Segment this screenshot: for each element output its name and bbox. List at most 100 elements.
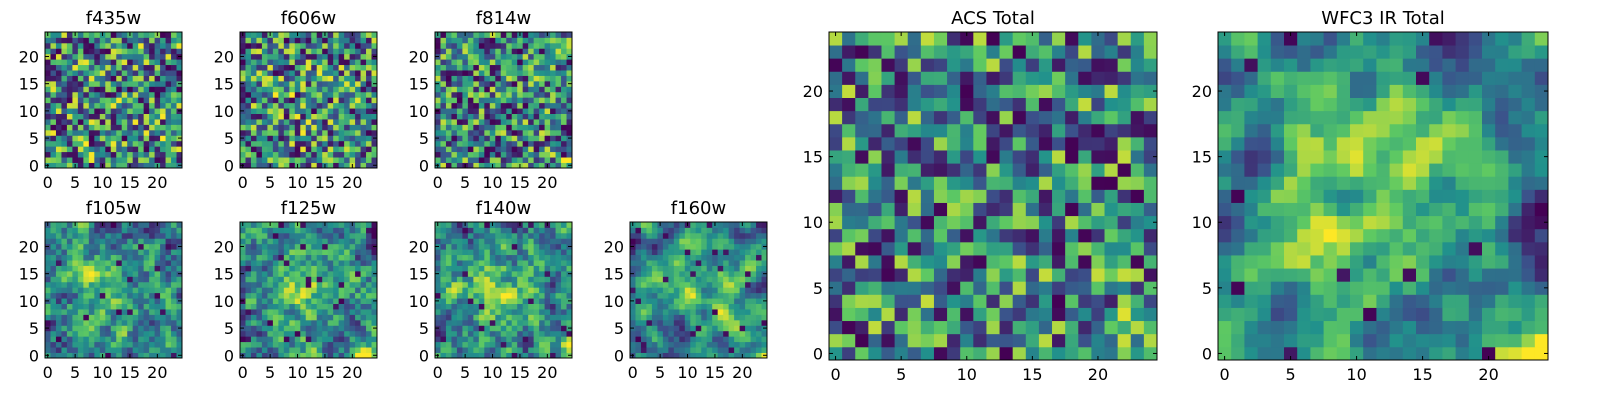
heatmap-cell: [300, 260, 307, 266]
heatmap-cell: [55, 276, 62, 283]
heatmap-cell: [355, 129, 361, 136]
heatmap-cell: [522, 75, 529, 82]
heatmap-cell: [72, 232, 79, 239]
heatmap-cell: [333, 64, 340, 71]
heatmap-cell: [61, 91, 68, 98]
heatmap-cell: [61, 319, 68, 326]
heatmap-cell: [539, 347, 545, 353]
heatmap-cell: [456, 64, 463, 71]
heatmap-cell: [110, 113, 117, 120]
heatmap-cell: [250, 352, 257, 359]
heatmap-cell: [256, 108, 263, 114]
heatmap-cell: [300, 37, 307, 44]
heatmap-cell: [278, 32, 285, 38]
heatmap-cell: [646, 232, 653, 239]
heatmap-cell: [907, 215, 922, 230]
heatmap-cell: [305, 113, 312, 120]
heatmap-cell: [920, 163, 935, 177]
heatmap-cell: [250, 265, 257, 272]
heatmap-cell: [289, 292, 296, 299]
heatmap-cell: [467, 232, 474, 239]
heatmap-cell: [506, 37, 513, 44]
heatmap-cell: [77, 341, 84, 348]
heatmap-cell: [327, 162, 334, 169]
heatmap-cell: [456, 309, 463, 315]
heatmap-cell: [322, 37, 329, 44]
heatmap-cell: [723, 222, 730, 228]
heatmap-cell: [294, 298, 301, 304]
heatmap-cell: [544, 325, 551, 332]
heatmap-cell: [272, 91, 279, 98]
heatmap-cell: [489, 48, 496, 55]
heatmap-cell: [473, 113, 480, 120]
heatmap-cell: [127, 135, 134, 142]
heatmap-cell: [528, 352, 535, 359]
heatmap-cell: [728, 232, 735, 239]
heatmap-cell: [440, 70, 447, 76]
heatmap-cell: [160, 59, 166, 66]
heatmap-cell: [1143, 294, 1158, 308]
heatmap-cell: [66, 281, 73, 288]
heatmap-cell: [701, 227, 708, 234]
heatmap-cell: [435, 86, 441, 93]
heatmap-cell: [61, 157, 68, 163]
heatmap-cell: [756, 222, 762, 228]
heatmap-cell: [462, 249, 469, 256]
heatmap-cell: [289, 238, 296, 245]
heatmap-cell: [451, 281, 458, 288]
heatmap-cell: [61, 59, 68, 66]
heatmap-cell: [495, 59, 502, 66]
heatmap-cell: [467, 270, 474, 277]
heatmap-cell: [690, 227, 697, 234]
heatmap-cell: [289, 37, 296, 44]
heatmap-cell: [72, 86, 79, 93]
heatmap-cell: [289, 341, 296, 348]
heatmap-cell: [338, 146, 345, 153]
heatmap-cell: [88, 287, 95, 294]
heatmap-cell: [355, 303, 361, 310]
heatmap-cell: [149, 140, 155, 147]
heatmap-cell: [440, 287, 447, 294]
heatmap-cell: [83, 232, 90, 239]
heatmap-cell: [533, 151, 540, 158]
heatmap-cell: [349, 330, 356, 337]
heatmap-cell: [717, 260, 724, 266]
heatmap-cell: [440, 157, 447, 163]
heatmap-cell: [533, 80, 540, 87]
heatmap-cell: [171, 238, 177, 245]
heatmap-cell: [528, 243, 535, 250]
heatmap-cell: [668, 287, 675, 294]
heatmap-cell: [66, 238, 73, 245]
heatmap-cell: [651, 309, 658, 315]
heatmap-cell: [355, 119, 361, 125]
heatmap-cell: [750, 281, 757, 288]
heatmap-cell: [267, 330, 274, 337]
heatmap-cell: [522, 336, 529, 343]
heatmap-cell: [349, 42, 356, 49]
heatmap-cell: [750, 352, 757, 359]
heatmap-cell: [132, 265, 139, 272]
heatmap-cell: [116, 254, 123, 261]
heatmap-cell: [121, 140, 128, 147]
heatmap-cell: [539, 48, 545, 55]
heatmap-cell: [121, 157, 128, 163]
heatmap-cell: [272, 292, 279, 299]
heatmap-cell: [495, 91, 502, 98]
heatmap-cell: [881, 202, 895, 217]
heatmap-cell: [311, 48, 318, 55]
heatmap-cell: [566, 157, 573, 163]
heatmap-cell: [706, 281, 713, 288]
heatmap-cell: [522, 260, 529, 266]
heatmap-cell: [55, 102, 62, 109]
heatmap-cell: [478, 309, 485, 315]
heatmap-cell: [289, 270, 296, 277]
heatmap-cell: [533, 336, 540, 343]
heatmap-cell: [289, 140, 296, 147]
heatmap-cell: [745, 287, 751, 294]
heatmap-cell: [327, 80, 334, 87]
heatmap-cell: [272, 108, 279, 114]
heatmap-cell: [947, 189, 961, 203]
heatmap-cell: [1012, 281, 1027, 295]
heatmap-cell: [160, 119, 166, 125]
heatmap-cell: [360, 113, 367, 120]
